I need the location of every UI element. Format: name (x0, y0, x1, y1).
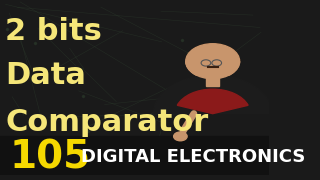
Text: Data: Data (5, 61, 86, 90)
Circle shape (186, 44, 240, 79)
Wedge shape (186, 44, 240, 61)
Circle shape (174, 132, 187, 141)
Wedge shape (154, 75, 272, 114)
Text: 2 bits: 2 bits (5, 17, 102, 46)
Text: DIGITAL ELECTRONICS: DIGITAL ELECTRONICS (81, 148, 305, 166)
Bar (206, 73, 220, 86)
Text: Comparator: Comparator (5, 108, 209, 137)
Text: 105: 105 (9, 138, 91, 176)
Wedge shape (177, 89, 248, 114)
Wedge shape (186, 61, 240, 79)
Bar (0, 136, 269, 175)
